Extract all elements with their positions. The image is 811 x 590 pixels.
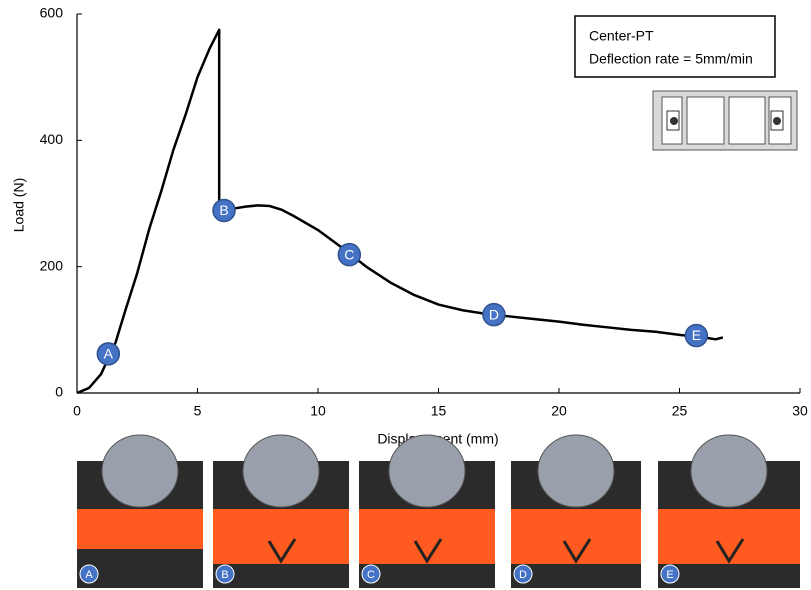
photo-loader xyxy=(538,435,614,507)
marker-label: C xyxy=(344,246,354,262)
legend-box xyxy=(575,16,775,77)
photo-loader xyxy=(243,435,319,507)
photo-specimen xyxy=(359,509,495,564)
legend-text: Deflection rate = 5mm/min xyxy=(589,51,753,67)
x-tick-label: 25 xyxy=(672,403,688,419)
y-tick-label: 200 xyxy=(40,257,64,273)
photo-label: C xyxy=(367,569,375,581)
photo-loader xyxy=(102,435,178,507)
x-tick-label: 5 xyxy=(194,403,202,419)
marker-label: E xyxy=(692,327,701,343)
x-tick-label: 15 xyxy=(431,403,447,419)
data-line xyxy=(77,30,723,393)
photo-specimen xyxy=(511,509,641,564)
photo-specimen xyxy=(658,509,800,564)
marker-label: D xyxy=(489,306,499,322)
chart: Displacement (mm) Load (N) Center-PT Def… xyxy=(0,0,811,590)
y-tick-label: 400 xyxy=(40,131,64,147)
marker-label: A xyxy=(104,346,114,362)
photo-label: D xyxy=(519,569,527,581)
y-axis-label: Load (N) xyxy=(11,178,27,232)
y-tick-label: 0 xyxy=(55,384,63,400)
y-tick-label: 600 xyxy=(40,5,64,21)
x-tick-label: 20 xyxy=(551,403,567,419)
specimen-diagram xyxy=(653,91,797,150)
x-tick-label: 10 xyxy=(310,403,326,419)
photo-loader xyxy=(691,435,767,507)
marker-label: B xyxy=(219,202,228,218)
x-tick-label: 0 xyxy=(73,403,81,419)
legend-text: Center-PT xyxy=(589,28,654,44)
photo-label: B xyxy=(221,569,228,581)
photo-label: A xyxy=(85,569,93,581)
photo-specimen xyxy=(213,509,349,564)
x-tick-label: 30 xyxy=(792,403,808,419)
photo-label: E xyxy=(666,569,673,581)
photo-specimen xyxy=(77,509,203,549)
photo-loader xyxy=(389,435,465,507)
